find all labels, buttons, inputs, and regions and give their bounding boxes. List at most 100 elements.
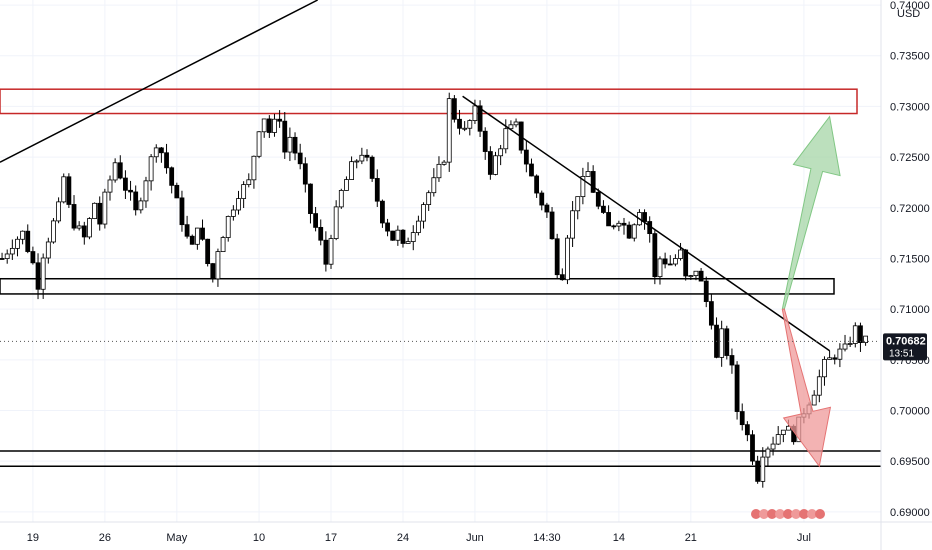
down-trendline <box>462 95 831 352</box>
x-tick-label: 10 <box>253 532 265 544</box>
x-tick-label: 14:30 <box>533 532 561 544</box>
trend-lines <box>0 0 831 352</box>
x-tick-label: May <box>166 532 187 544</box>
y-tick-label: 0.72000 <box>890 203 930 215</box>
annotation-boxes <box>0 88 881 468</box>
candle-body <box>143 180 149 202</box>
candle-body <box>266 118 272 133</box>
candle-body <box>400 229 406 244</box>
candle-body <box>390 230 396 241</box>
candle-body <box>66 176 72 205</box>
candle-body <box>703 280 709 302</box>
candle-body <box>297 152 303 165</box>
candle-body <box>642 212 647 222</box>
candle-body <box>179 197 185 226</box>
candle-body <box>117 162 123 179</box>
x-tick-label: Jul <box>797 532 811 544</box>
candle-body <box>282 120 288 153</box>
candle-body <box>421 204 426 222</box>
candle-body <box>225 216 231 238</box>
candle-body <box>410 232 416 242</box>
candle-body <box>61 176 67 203</box>
candle-body <box>292 136 298 154</box>
candle-body <box>15 238 20 249</box>
x-tick-label: 26 <box>99 532 111 544</box>
candle-body <box>678 249 683 259</box>
candle-body <box>236 198 241 211</box>
candle-body <box>169 167 175 186</box>
candle-body <box>194 227 200 245</box>
candle-body <box>380 200 385 224</box>
candle-body <box>755 460 761 482</box>
time-axis[interactable] <box>0 522 932 550</box>
candle-body <box>102 191 108 225</box>
candle-body <box>698 270 704 282</box>
candle-body <box>92 202 97 219</box>
candle-body <box>138 200 144 211</box>
candle-body <box>554 238 560 276</box>
candle-body <box>719 328 725 358</box>
candle-body <box>585 171 591 177</box>
candle-body <box>158 147 164 154</box>
candle-body <box>9 247 15 255</box>
chart-grid <box>0 0 881 522</box>
candle-body <box>328 238 334 265</box>
candle-body <box>220 237 226 253</box>
candle-body <box>708 301 714 326</box>
candle-body <box>148 156 154 182</box>
candle-body <box>544 204 550 213</box>
candle-body <box>462 127 468 130</box>
candle-body <box>503 128 509 150</box>
candle-body <box>308 183 313 214</box>
candle-body <box>76 225 82 229</box>
candle-body <box>0 258 5 260</box>
bar-countdown: 13:51 <box>889 348 914 359</box>
candle-body <box>498 148 504 157</box>
candle-body <box>349 161 354 180</box>
candle-body <box>40 257 46 290</box>
candle-body <box>123 177 128 191</box>
candle-body <box>436 163 442 179</box>
events-icon[interactable] <box>751 509 825 519</box>
candle-body <box>128 189 133 193</box>
candle-body <box>318 226 324 241</box>
up-arrow <box>781 115 841 310</box>
candle-body <box>164 152 169 169</box>
candle-body <box>816 376 822 396</box>
candle-body <box>251 155 257 181</box>
candle-body <box>631 224 637 239</box>
candle-body <box>35 262 41 290</box>
candle-body <box>477 105 483 132</box>
candle-body <box>405 241 411 244</box>
candle-body <box>760 456 766 482</box>
candle-body <box>374 178 380 202</box>
candle-body <box>513 121 519 126</box>
candle-body <box>230 209 236 217</box>
candle-body <box>184 224 190 237</box>
currency-label: USD <box>897 8 920 20</box>
candle-body <box>112 162 118 181</box>
down-arrow <box>781 308 832 468</box>
candle-body <box>338 190 344 208</box>
candle-body <box>858 325 863 343</box>
candle-body <box>246 179 252 186</box>
candle-body <box>446 98 452 163</box>
price-axis[interactable] <box>881 0 932 550</box>
candle-body <box>287 136 293 153</box>
candle-body <box>133 191 139 211</box>
current-price-value: 0.70682 <box>886 335 926 347</box>
candle-body <box>4 253 10 259</box>
candle-body <box>827 357 832 360</box>
current-price-label: 0.70682 13:51 <box>883 333 927 361</box>
candle-body <box>565 237 570 281</box>
candle-body <box>210 263 216 280</box>
candle-body <box>539 192 545 206</box>
candle-body <box>559 274 565 281</box>
x-axis-ticks: 19 26 May 10 17 24 Jun 14:30 14 21 Jul <box>27 532 811 544</box>
candle-body <box>523 149 529 165</box>
candle-body <box>272 118 277 133</box>
x-tick-label: 21 <box>685 532 697 544</box>
candle-body <box>323 239 329 265</box>
candle-body <box>534 175 540 194</box>
